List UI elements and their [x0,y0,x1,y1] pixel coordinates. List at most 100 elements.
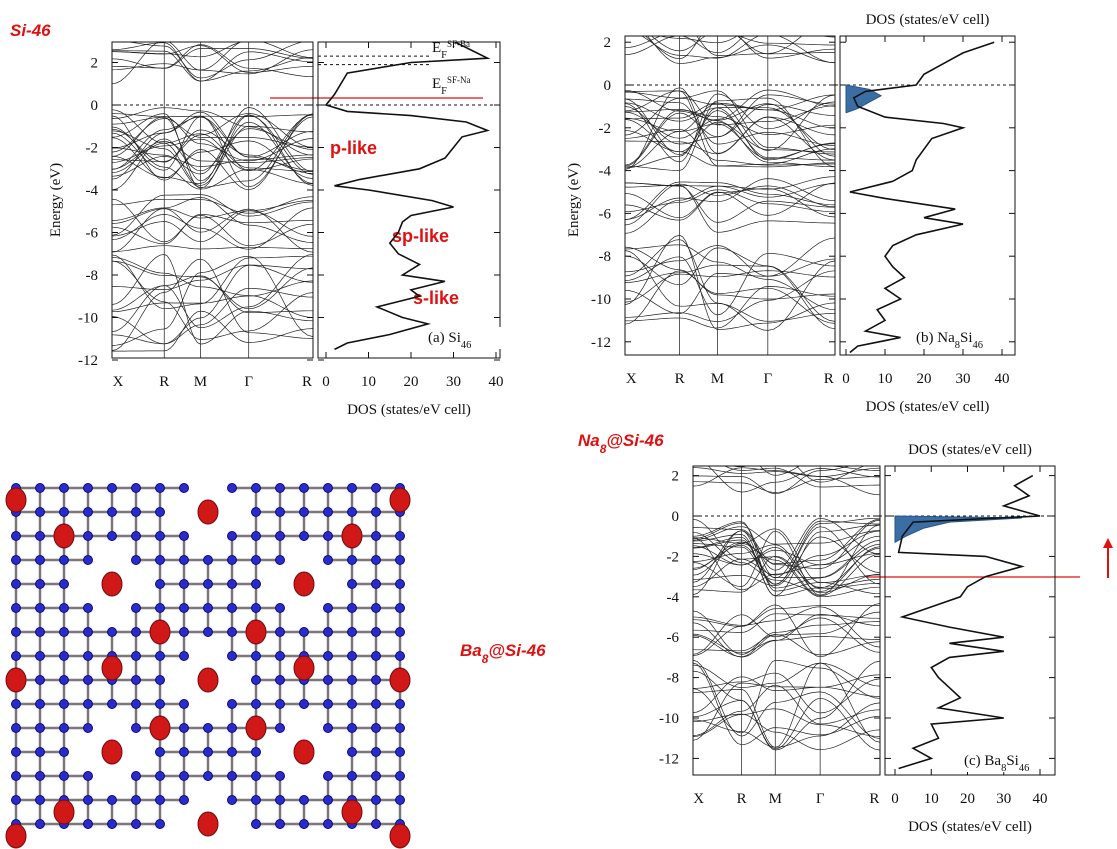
energy-tick-label: -10 [78,311,98,327]
si-atom [228,532,237,541]
si-atom [12,772,21,781]
si-atom [204,580,213,589]
band-line [625,271,835,303]
annotation: s-like [413,288,459,308]
si-atom [324,556,333,565]
text-part: Si [1006,753,1019,769]
si-atom [180,772,189,781]
si-atom [132,796,141,805]
si-atom [84,700,93,709]
si-atom [60,604,69,613]
ba-atom [102,572,122,596]
si-atom [36,508,45,517]
energy-tick-label: -4 [86,183,99,199]
si-atom [228,652,237,661]
si-atom [36,532,45,541]
si-atom [276,604,285,613]
dos-tick-label: 0 [842,371,850,387]
si-atom [324,772,333,781]
si-atom [348,508,357,517]
si-atom [204,724,213,733]
energy-tick-label: -6 [599,206,612,222]
ba-atom [198,812,218,836]
band-line [693,459,880,493]
energy-tick-label: -8 [667,671,680,687]
si-atom [156,748,165,757]
band-line [112,129,313,173]
y-axis-label: Energy (eV) [566,163,582,237]
si-atom [252,580,261,589]
si-atom [276,628,285,637]
si-atom [180,484,189,493]
si-atom [156,676,165,685]
si-atom [348,652,357,661]
si-atom [324,724,333,733]
si-atom [108,796,117,805]
band-line [112,199,313,246]
si-atom [252,772,261,781]
si-atom [132,508,141,517]
si-atom [84,628,93,637]
si-atom [396,700,405,709]
si-atom [276,676,285,685]
si-atom [156,580,165,589]
si-atom [36,748,45,757]
subscript: 46 [973,340,984,351]
si-atom [348,676,357,685]
si-atom [372,484,381,493]
band-line [693,663,880,688]
annotation: p-like [330,138,377,158]
energy-tick-label: -2 [86,141,99,157]
bands [693,452,880,750]
si-atom [372,628,381,637]
si-atom [84,772,93,781]
band-line [625,189,835,221]
si-atom [300,508,309,517]
si-atom [60,772,69,781]
si-atom [36,580,45,589]
energy-tick-label: -12 [659,751,679,767]
band-line [112,40,313,70]
text-part: (c) Ba [964,753,1001,769]
band-line [112,246,313,252]
band-line [625,129,835,165]
text-part: E [432,40,441,56]
si-atom [252,532,261,541]
si-atom [132,676,141,685]
si-atom [60,580,69,589]
si-atom [108,628,117,637]
ba-atom [6,488,26,512]
si-atom [132,556,141,565]
si-atom [180,796,189,805]
band-line [693,714,880,750]
band-line [112,281,313,312]
si-atom [372,820,381,829]
si-atom [180,580,189,589]
si-atom [252,556,261,565]
si-atom [300,532,309,541]
energy-tick-label: -6 [86,226,99,242]
si-atom [252,604,261,613]
y-axis-label: Energy (eV) [48,163,64,237]
dos-tick-label: 10 [878,371,893,387]
dos-tick-label: 30 [446,374,461,390]
dos-frame [318,42,500,358]
si-atom [36,796,45,805]
band-line [625,177,835,190]
dos-tick-label: 20 [960,791,975,807]
si-atom [276,796,285,805]
band-line [112,265,313,344]
text-part: Na [578,431,600,450]
si-atom [12,748,21,757]
si-atom [36,604,45,613]
si-atom [372,532,381,541]
si-atom [324,628,333,637]
si-atom [276,820,285,829]
si-atom [84,556,93,565]
energy-tick-label: 2 [672,469,680,485]
si-atom [36,628,45,637]
si-atom [396,772,405,781]
k-label: R [869,791,879,807]
si-atom [252,700,261,709]
ba-atom [390,488,410,512]
